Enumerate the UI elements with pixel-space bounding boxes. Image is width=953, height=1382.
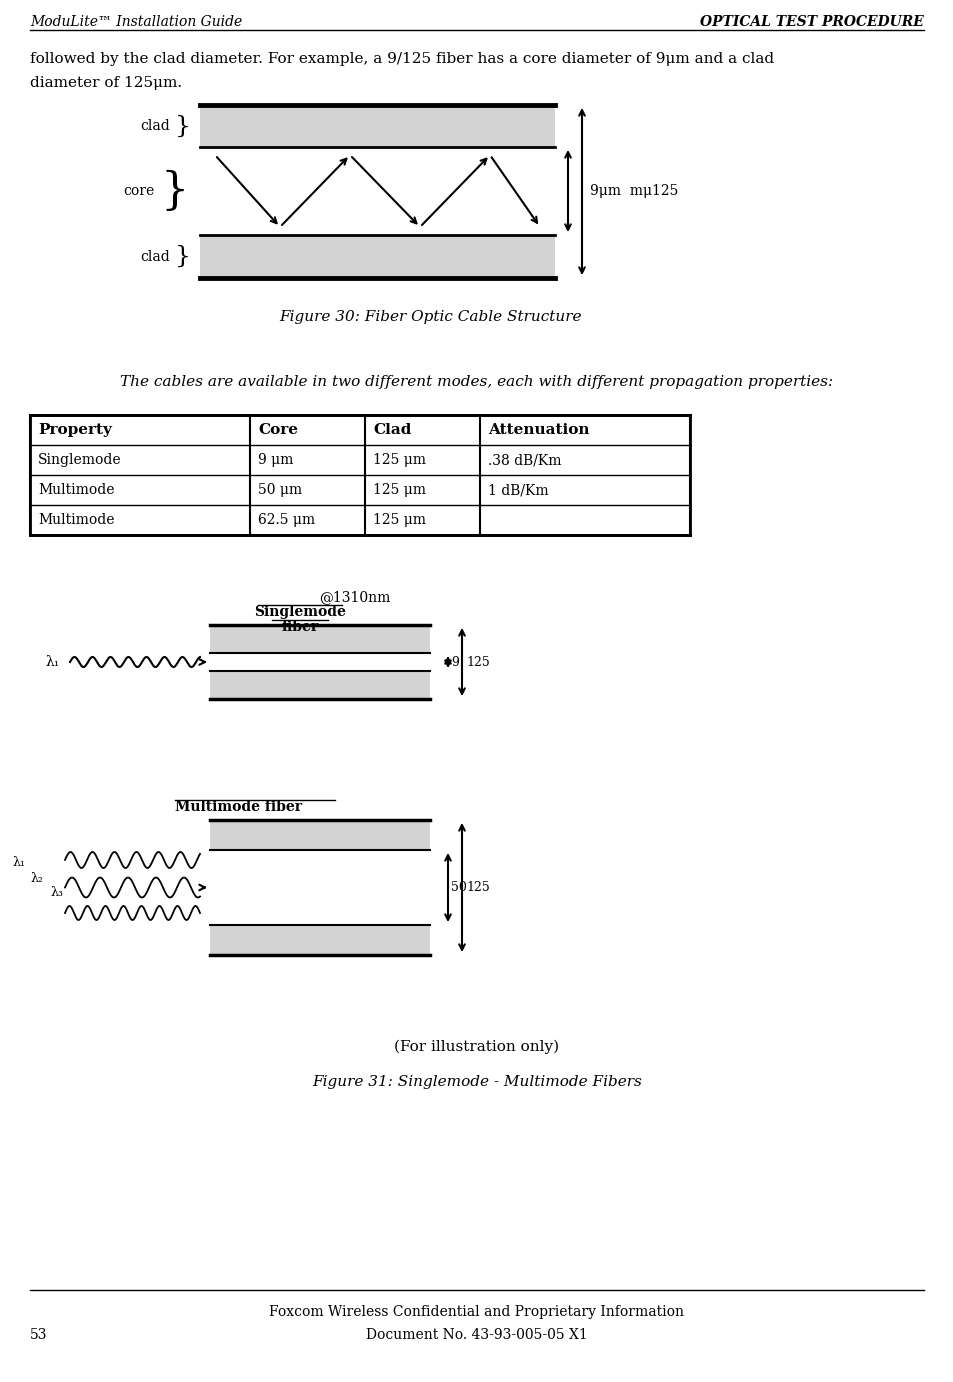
Text: ModuLite™ Installation Guide: ModuLite™ Installation Guide [30,15,242,29]
Bar [200,235,555,278]
Text: 125 μm: 125 μm [373,513,426,527]
Bar [210,625,430,654]
Text: Attenuation: Attenuation [488,423,589,437]
Bar [30,475,689,504]
Text: fiber: fiber [281,621,318,634]
Text: Multimode: Multimode [38,513,114,527]
Text: Figure 30: Fiber Optic Cable Structure: Figure 30: Fiber Optic Cable Structure [278,310,580,323]
Text: Singlemode: Singlemode [253,605,346,619]
Bar [210,654,430,672]
Text: The cables are available in two different modes, each with different propagation: The cables are available in two differen… [120,375,833,388]
Text: 125 μm: 125 μm [373,453,426,467]
Text: λ₁: λ₁ [12,855,25,868]
Text: 125 μm: 125 μm [373,482,426,498]
Text: 125: 125 [465,655,489,669]
Text: Clad: Clad [373,423,411,437]
Text: 9 μm: 9 μm [257,453,294,467]
Bar [30,445,689,475]
Text: Document No. 43-93-005-05 X1: Document No. 43-93-005-05 X1 [366,1328,587,1342]
Text: }: } [160,170,188,213]
Bar [30,415,689,445]
Text: λ₃: λ₃ [50,886,63,898]
Text: Core: Core [257,423,297,437]
Text: core: core [124,184,154,198]
Text: Multimode: Multimode [38,482,114,498]
Text: 125: 125 [465,880,489,894]
Text: followed by the clad diameter. For example, a 9/125 fiber has a core diameter of: followed by the clad diameter. For examp… [30,53,773,66]
Text: 1 dB/Km: 1 dB/Km [488,482,548,498]
Text: 53: 53 [30,1328,48,1342]
Text: Property: Property [38,423,112,437]
Text: clad: clad [140,250,170,264]
Text: diameter of 125μm.: diameter of 125μm. [30,76,182,90]
Text: 9μm  mμ125: 9μm mμ125 [589,184,678,198]
Text: 62.5 μm: 62.5 μm [257,513,314,527]
Bar [210,820,430,850]
Bar [30,504,689,535]
Text: λ₁: λ₁ [45,655,59,669]
Text: OPTICAL TEST PROCEDURE: OPTICAL TEST PROCEDURE [700,15,923,29]
Text: 9: 9 [451,655,458,669]
Text: Foxcom Wireless Confidential and Proprietary Information: Foxcom Wireless Confidential and Proprie… [269,1305,684,1318]
Text: λ₂: λ₂ [30,872,43,884]
Text: }: } [174,245,191,268]
Text: Figure 31: Singlemode - Multimode Fibers: Figure 31: Singlemode - Multimode Fibers [312,1075,641,1089]
Bar [210,850,430,925]
Text: }: } [174,115,191,137]
Text: 50: 50 [451,880,466,894]
Bar [200,146,555,235]
Bar [200,105,555,146]
Bar [210,925,430,955]
Text: .38 dB/Km: .38 dB/Km [488,453,561,467]
Text: Singlemode: Singlemode [38,453,121,467]
Text: @1310nm: @1310nm [319,590,391,604]
Text: 50 μm: 50 μm [257,482,302,498]
Text: clad: clad [140,119,170,133]
Bar [210,672,430,699]
Bar [30,415,689,535]
Text: Multimode fiber: Multimode fiber [174,800,302,814]
Text: (For illustration only): (For illustration only) [394,1041,559,1054]
